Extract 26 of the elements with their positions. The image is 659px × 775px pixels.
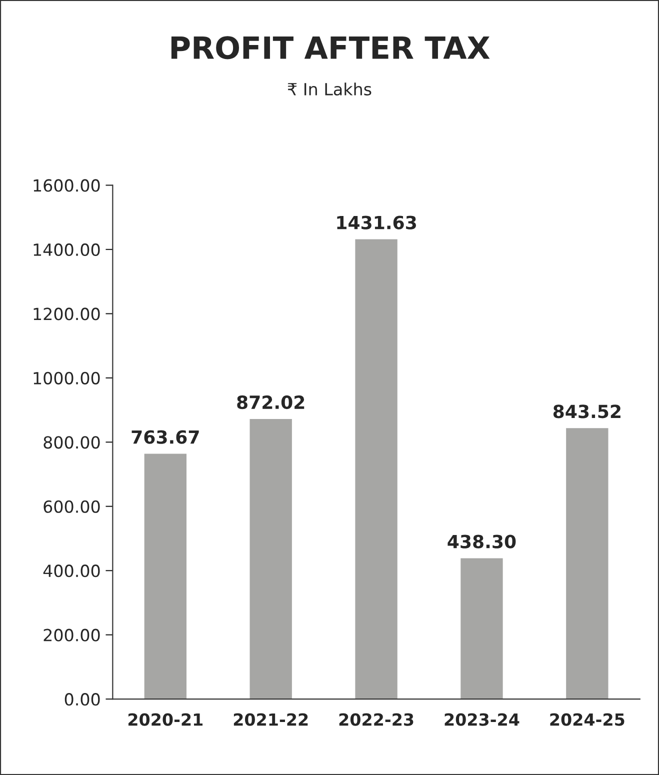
y-tick-label: 1000.00 bbox=[34, 372, 100, 384]
y-tick-label: 1600.00 bbox=[34, 179, 100, 192]
chart-subtitle: ₹ In Lakhs bbox=[288, 82, 372, 96]
y-tick-label: 400.00 bbox=[43, 564, 100, 578]
bar bbox=[250, 419, 292, 700]
data-label: 1431.63 bbox=[337, 216, 416, 230]
data-label: 763.67 bbox=[132, 430, 199, 444]
x-tick-label: 2024-25 bbox=[550, 713, 624, 726]
x-tick-label: 2021-22 bbox=[234, 713, 308, 726]
y-tick-label: 800.00 bbox=[44, 436, 100, 449]
data-label: 438.30 bbox=[448, 534, 516, 548]
bar bbox=[144, 454, 186, 700]
bar bbox=[355, 239, 398, 700]
y-tick-label: 0.00 bbox=[64, 693, 100, 706]
data-label: 872.02 bbox=[237, 395, 304, 410]
y-tick-label: 1400.00 bbox=[34, 243, 100, 256]
bar bbox=[566, 428, 608, 700]
y-tick-label: 200.00 bbox=[44, 628, 100, 642]
y-tick-label: 1200.00 bbox=[34, 308, 100, 320]
x-tick-label: 2022-23 bbox=[339, 713, 414, 726]
y-tick-label: 600.00 bbox=[44, 500, 100, 513]
x-tick-label: 2023-24 bbox=[444, 713, 520, 726]
x-tick-label: 2020-21 bbox=[128, 713, 203, 726]
bar bbox=[460, 558, 503, 700]
chart-title: PROFIT AFTER TAX bbox=[171, 36, 490, 60]
data-label: 843.52 bbox=[553, 404, 620, 418]
